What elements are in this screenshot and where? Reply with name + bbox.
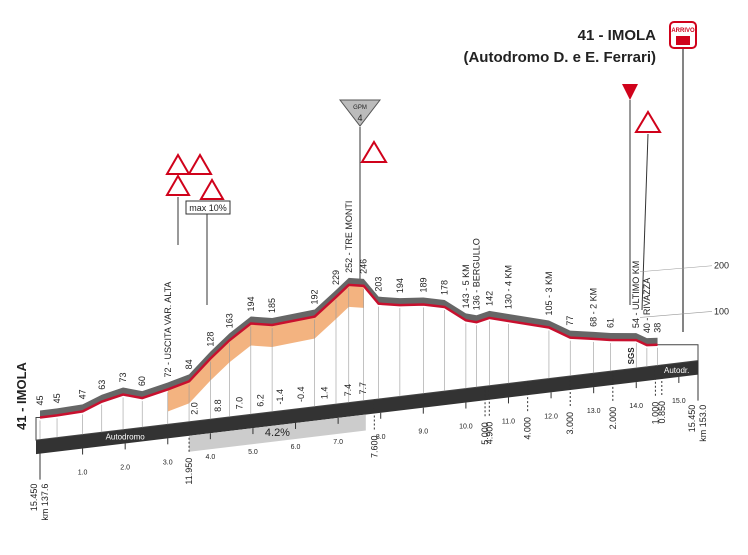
altitude-label: 54 - ULTIMO KM (631, 261, 641, 328)
altitude-label: 45 (35, 395, 45, 405)
gradient-label: 7.7 (358, 382, 368, 395)
altitude-label: 60 (137, 376, 147, 386)
altitude-label: 38 (653, 323, 663, 333)
x-tick-label: 11.0 (502, 418, 515, 425)
finish-icon-body (676, 36, 690, 45)
max-gradient-box (185, 200, 231, 215)
altitude-label: 252 - TRE MONTI (344, 201, 354, 273)
kom-category: 4 (357, 113, 362, 123)
grid-line (639, 311, 713, 318)
distance-label: 4.900 (484, 422, 494, 445)
altitude-label: 45 (52, 393, 62, 403)
altitude-label: 185 (267, 298, 277, 313)
altitude-label: 73 (118, 372, 128, 382)
altitude-label: 194 (246, 296, 256, 311)
climb-band (189, 414, 366, 452)
subtitle: (Autodromo D. e E. Ferrari) (463, 49, 656, 66)
warning-icon (634, 110, 662, 133)
gradient-label: 7.0 (234, 397, 244, 410)
kom-label: GPM (353, 105, 367, 111)
x-tick-label: 5.0 (248, 449, 258, 456)
finish-label: ARRIVO (671, 28, 695, 34)
x-tick-label: 12.0 (544, 413, 558, 420)
y-tick-label: 100 (714, 306, 729, 316)
x-tick-label: 7.0 (333, 439, 343, 446)
start-label: 41 - IMOLA (14, 361, 29, 430)
y-tick-label: 200 (714, 261, 729, 271)
end-distance: 15.450 (687, 405, 697, 433)
x-tick-label: 10.0 (459, 424, 473, 431)
x-tick-label: 1.0 (78, 470, 88, 477)
gradient-label: 6.2 (256, 394, 266, 407)
distance-label: 1.000 (650, 402, 660, 425)
profile-area (35, 284, 699, 441)
altitude-label: 136 - BERGULLO (472, 238, 482, 310)
title: 41 - IMOLA (578, 27, 657, 44)
x-tick-label: 8.0 (376, 434, 386, 441)
x-tick-label: 6.0 (291, 444, 301, 451)
warning-icon (360, 140, 388, 163)
gradient-label: -0.4 (296, 386, 306, 402)
altitude-label: 246 (359, 259, 369, 274)
last-km-flag (622, 84, 638, 100)
altitude-label: 163 (225, 313, 235, 328)
distance-label: 5.000 (480, 422, 490, 445)
x-tick-label: 15.0 (672, 398, 686, 405)
altitude-label: 229 (331, 270, 341, 285)
altitude-label: 142 (484, 291, 494, 306)
x-tick-label: 2.0 (120, 464, 130, 471)
altitude-label: 128 (205, 332, 215, 347)
distance-label: 11.950 (184, 458, 194, 485)
warning-icon (187, 153, 213, 175)
x-tick-label: 13.0 (587, 408, 601, 415)
altitude-label: 192 (310, 290, 320, 305)
distance-label: 4.000 (523, 417, 533, 440)
altitude-label: 143 - 5 KM (461, 264, 471, 308)
altitude-label: 130 - 4 KM (503, 265, 513, 309)
distance-label: 7.600 (369, 436, 379, 459)
max-gradient: max 10% (189, 203, 227, 213)
gradient-label: 2.0 (190, 402, 200, 415)
circuit-label: Autodromo (106, 432, 146, 441)
start-distance: 15.450 (29, 484, 39, 512)
x-tick-label: 14.0 (629, 403, 643, 410)
distance-label: 3.000 (565, 412, 575, 435)
base-strip (36, 360, 698, 455)
end-km: km 153.0 (698, 405, 708, 442)
warning-icon (199, 178, 225, 200)
start-km: km 137.6 (40, 484, 50, 521)
altitude-label: 63 (97, 380, 107, 390)
altitude-label: 47 (78, 389, 88, 399)
altitude-label: 68 - 2 KM (589, 288, 599, 327)
altitude-label: 72 - USCITA VAR. ALTA (163, 282, 173, 378)
altitude-label: 84 (184, 359, 194, 369)
x-tick-label: 4.0 (205, 454, 215, 461)
altitude-label: 61 (606, 318, 616, 328)
x-tick-label: 9.0 (418, 429, 428, 436)
gradient-label: 1.4 (319, 387, 329, 400)
altitude-label: 203 (374, 277, 384, 292)
profile-line (39, 283, 658, 419)
warning-icon (165, 174, 191, 196)
gradient-label: -1.4 (275, 389, 285, 405)
warning-line (641, 133, 649, 311)
distance-label: 0.850 (657, 401, 667, 424)
x-tick-label: 3.0 (163, 459, 173, 466)
warning-icon (165, 153, 191, 175)
altitude-label: 189 (418, 278, 428, 293)
gradient-label: 8.8 (213, 399, 223, 412)
climb-gradient: 4.2% (265, 427, 290, 439)
altitude-label: 40 - RIVAZZA (642, 278, 652, 333)
circuit-label: Autodr. (664, 366, 689, 375)
gradient-label: 7.4 (343, 384, 353, 397)
kom-icon (338, 99, 382, 127)
altitude-label: 105 - 3 KM (544, 271, 554, 315)
altitude-label: 178 (440, 280, 450, 295)
altitude-label: 77 (565, 316, 575, 326)
sprint-label: SGS (627, 347, 636, 365)
altitude-label: 194 (395, 278, 405, 293)
distance-label: 2.000 (608, 407, 618, 430)
grid-line (639, 265, 713, 273)
